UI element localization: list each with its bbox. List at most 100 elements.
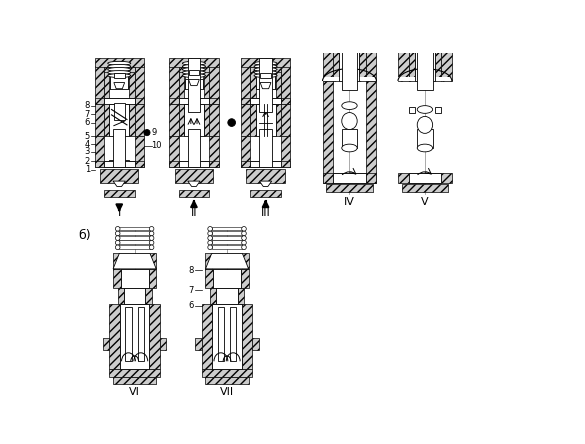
Polygon shape	[260, 83, 271, 89]
Ellipse shape	[417, 106, 433, 113]
Bar	[95, 104, 104, 136]
Circle shape	[242, 226, 246, 231]
Bar	[256, 104, 276, 136]
Bar	[119, 231, 150, 235]
Bar	[241, 66, 250, 104]
Bar	[230, 307, 236, 361]
Bar	[203, 67, 209, 89]
Text: VII: VII	[220, 387, 234, 397]
Ellipse shape	[254, 71, 277, 75]
Bar	[398, 174, 452, 182]
Bar	[210, 288, 216, 304]
Bar	[366, 0, 376, 81]
Ellipse shape	[183, 61, 205, 65]
Ellipse shape	[108, 71, 131, 75]
Bar	[113, 129, 125, 167]
Bar	[100, 169, 139, 182]
Bar	[276, 98, 281, 136]
Bar	[178, 98, 184, 136]
Bar	[205, 254, 212, 269]
Circle shape	[115, 240, 120, 245]
Bar	[250, 98, 256, 136]
Bar	[213, 269, 241, 288]
Bar	[205, 377, 249, 385]
Text: VI: VI	[129, 387, 140, 397]
Bar	[333, 0, 339, 81]
Ellipse shape	[417, 144, 433, 152]
Bar	[260, 73, 271, 78]
Bar	[241, 269, 249, 288]
Bar	[95, 66, 104, 104]
Bar	[342, 13, 357, 90]
Bar	[202, 369, 253, 377]
Bar	[250, 161, 281, 167]
Bar	[253, 338, 259, 350]
Ellipse shape	[183, 71, 205, 75]
Bar	[339, 0, 360, 81]
Bar	[360, 0, 366, 81]
Bar	[326, 184, 373, 192]
Text: 6: 6	[188, 301, 194, 310]
Text: I: I	[118, 208, 121, 218]
Bar	[242, 304, 253, 369]
Bar	[398, 0, 409, 81]
Bar	[333, 174, 366, 182]
Bar	[202, 304, 212, 369]
Ellipse shape	[108, 64, 131, 68]
Bar	[402, 184, 448, 192]
Bar	[169, 66, 178, 104]
Bar	[322, 77, 376, 81]
Bar	[409, 174, 441, 182]
Text: 4: 4	[85, 140, 90, 149]
Circle shape	[115, 245, 120, 250]
Bar	[109, 369, 160, 377]
Circle shape	[208, 240, 212, 245]
Polygon shape	[114, 83, 125, 89]
Ellipse shape	[108, 67, 131, 71]
Text: 7: 7	[85, 110, 90, 119]
Ellipse shape	[254, 64, 277, 68]
Circle shape	[242, 236, 246, 240]
Bar	[250, 72, 256, 104]
Bar	[169, 161, 219, 167]
Ellipse shape	[254, 61, 277, 65]
Bar	[250, 67, 256, 89]
Bar	[204, 98, 209, 136]
Bar	[121, 269, 149, 288]
Bar	[209, 136, 219, 167]
Bar	[212, 245, 242, 249]
Polygon shape	[113, 181, 125, 186]
Bar	[125, 307, 132, 361]
Polygon shape	[188, 79, 199, 86]
Bar	[137, 307, 144, 361]
Bar	[256, 73, 275, 89]
Bar	[212, 304, 242, 369]
Bar	[195, 338, 202, 350]
Text: 1: 1	[85, 165, 90, 174]
Bar	[120, 304, 149, 369]
Bar	[175, 169, 213, 182]
Bar	[135, 66, 144, 104]
Bar	[322, 0, 333, 81]
Bar	[109, 304, 120, 369]
Bar	[188, 70, 199, 75]
Bar	[103, 338, 109, 350]
Bar	[113, 377, 156, 385]
Bar	[178, 98, 209, 104]
Ellipse shape	[183, 64, 205, 68]
Text: 7: 7	[188, 286, 194, 295]
Bar	[342, 129, 357, 148]
Text: 10: 10	[152, 141, 162, 150]
Bar	[281, 136, 290, 167]
Bar	[409, 107, 415, 113]
Bar	[114, 73, 125, 78]
Bar	[119, 240, 150, 244]
Bar	[114, 103, 125, 119]
Text: б): б)	[78, 229, 91, 242]
Bar	[246, 169, 285, 182]
Bar	[95, 136, 104, 167]
Text: III: III	[261, 208, 270, 218]
Bar	[95, 161, 144, 167]
Bar	[409, 0, 415, 81]
Bar	[241, 136, 250, 167]
